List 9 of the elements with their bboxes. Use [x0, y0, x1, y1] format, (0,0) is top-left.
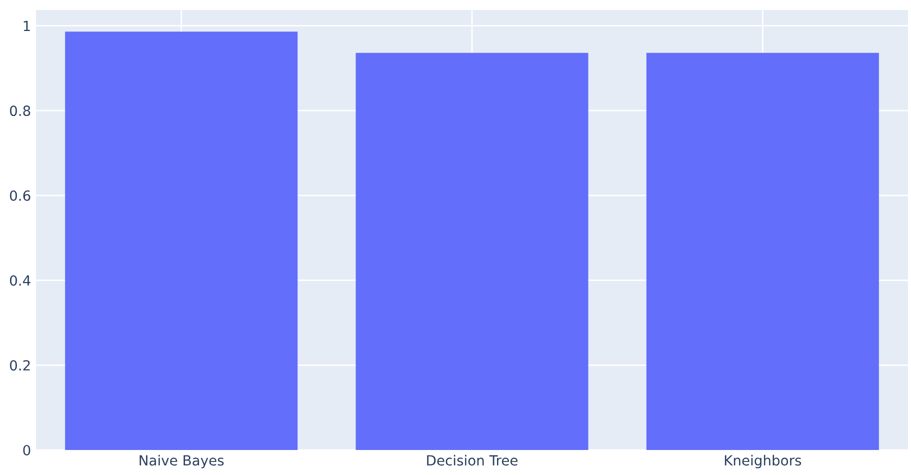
y-tick-label: 0.4 — [10, 275, 30, 286]
y-tick-label: 0 — [23, 444, 30, 456]
x-tick-label: Naive Bayes — [140, 454, 224, 468]
y-tick-label: 1 — [24, 20, 30, 31]
y-tick-label: 0.2 — [10, 360, 30, 371]
y-tick-label: 0.8 — [10, 106, 30, 116]
x-tick-label: Kneighbors — [724, 454, 802, 468]
x-tick-label: Decision Tree — [427, 454, 518, 466]
y-tick-label: 0.6 — [10, 190, 30, 201]
